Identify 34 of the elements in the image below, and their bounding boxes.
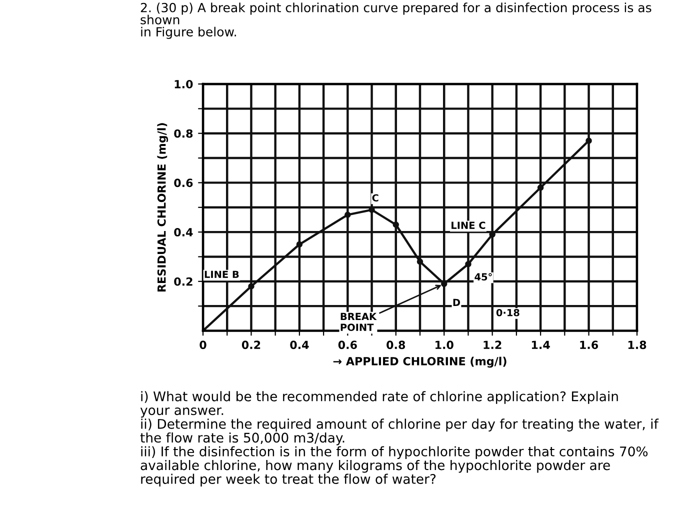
point: [248, 283, 254, 290]
x-tick-label: 0.4: [290, 340, 309, 350]
point: [296, 241, 303, 248]
x-tick-label: 0.8: [386, 340, 406, 350]
x-tick-label: 1.8: [628, 340, 646, 350]
text: i) What would be the recommended rate of chlorine application? Explain your answer. ii) Determine the required amount of chlorine per day for treating the water, if the flow rate is 50,000 m3/day. iii) If the disinfection is in the form of hypochlorite powder that contains 70% available chlorine, how many kilograms of the hypochlorite powder are required per week to treat the flow of water?: [140, 391, 659, 487]
x-tick-label: 1.4: [532, 340, 550, 349]
annotation: 45°: [474, 273, 492, 281]
y-tick-label: 0.2: [174, 277, 192, 286]
annotation: 0·18: [496, 308, 520, 316]
annotation: BREAK POINT: [340, 312, 377, 332]
annotation: C: [372, 194, 378, 202]
chart-title: 2. (30 p) A break point chlorination curve prepared for a disinfection process is as shown in Figure below.: [140, 2, 652, 39]
point: [344, 212, 351, 218]
point: [416, 258, 424, 265]
point: [586, 138, 592, 144]
x-tick-label: 1.0: [436, 340, 454, 350]
x-tick-label: 0.6: [338, 340, 357, 350]
x-tick-label: 0.2: [242, 340, 260, 350]
y-tick-label: 1.0: [174, 80, 193, 88]
annotation: LINE B: [204, 270, 239, 278]
point: [465, 261, 472, 268]
y-tick-label: 0.4: [174, 228, 193, 236]
x-tick-label: 0: [200, 340, 206, 350]
y-tick-label: 0.8: [174, 129, 193, 138]
y-axis-title: RESIDUAL CHLORINE (mg/l): [157, 123, 168, 292]
x-tick-label: 1.6: [580, 340, 598, 350]
y-tick-label: 0.6: [174, 178, 193, 188]
x-tick-label: 1.2: [484, 340, 502, 349]
annotation: D: [453, 298, 460, 306]
annotation: LINE C: [452, 222, 486, 230]
x-axis-title: → APPLIED CHLORINE (mg/l): [333, 356, 506, 368]
point: [537, 184, 544, 191]
point: [392, 222, 400, 228]
